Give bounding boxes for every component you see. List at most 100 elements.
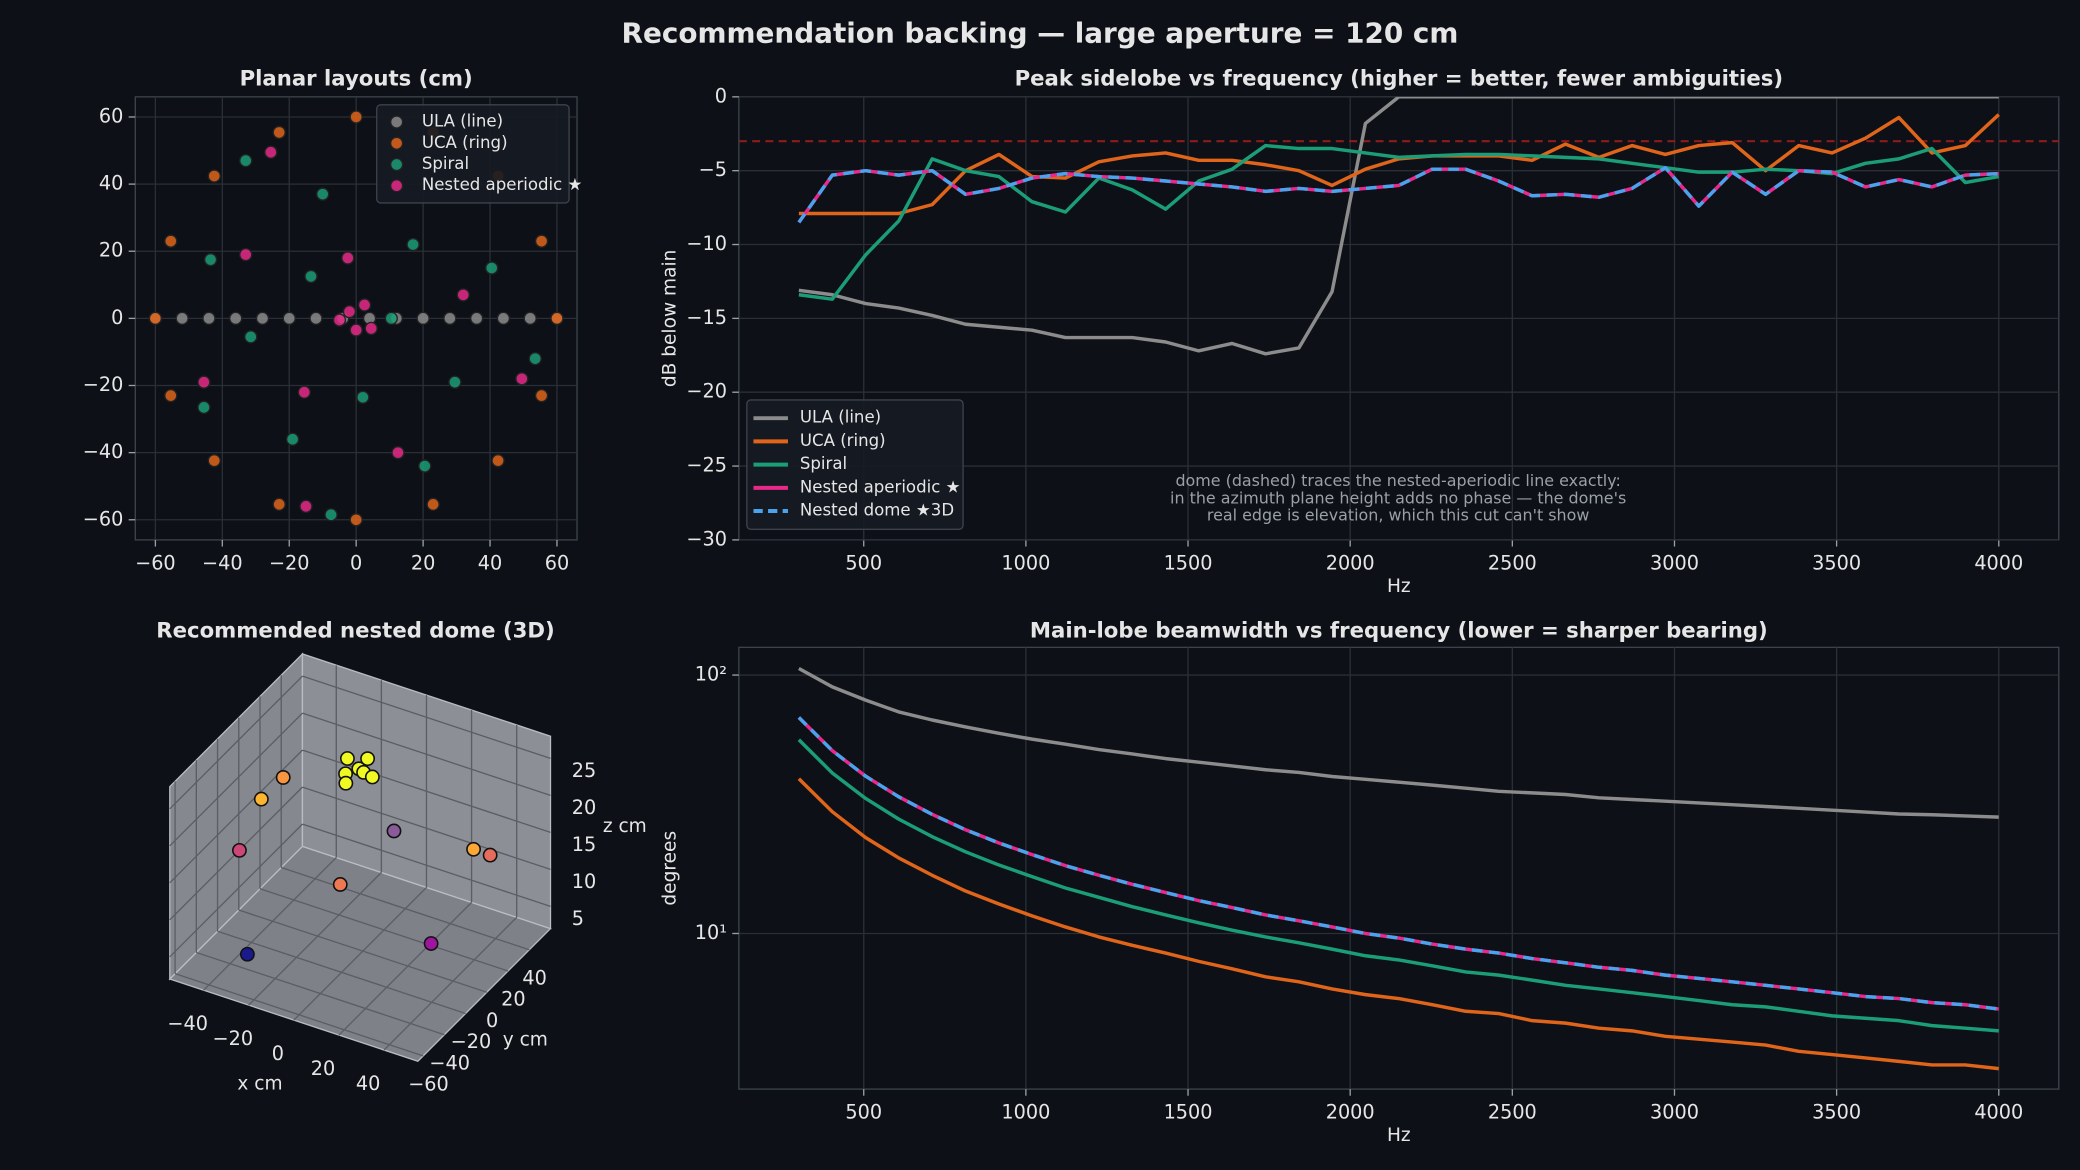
- y-tick-label: 20: [99, 239, 123, 262]
- point: [202, 311, 216, 325]
- x-axis-label: Hz: [1387, 576, 1411, 597]
- plot-area: [738, 646, 2060, 1090]
- grid-line: [174, 973, 424, 1057]
- grid-line: [196, 951, 445, 1036]
- grid-line: [293, 886, 427, 1021]
- z-tick-label: 25: [572, 759, 596, 782]
- x-tick-label: 2500: [1488, 1100, 1537, 1123]
- legend-label: UCA (ring): [422, 133, 508, 152]
- z-tick-label: 20: [572, 796, 596, 819]
- legend-label: ULA (line): [422, 112, 503, 131]
- legend-marker: [389, 115, 404, 129]
- y-tick-label: 0: [486, 1009, 498, 1032]
- x-tick-label: 20: [311, 1057, 335, 1080]
- x-tick-label: −20: [269, 551, 310, 574]
- y-tick-label: −5: [699, 158, 727, 181]
- y-tick-label: −20: [451, 1030, 492, 1053]
- point: [338, 775, 354, 791]
- legend-label: Nested dome ★3D: [800, 501, 954, 520]
- legend-marker: [389, 157, 404, 172]
- plot-lines: [797, 667, 1999, 1071]
- x-tick-label: 2000: [1326, 1100, 1375, 1123]
- point: [456, 288, 470, 302]
- grid-line: [338, 901, 473, 1036]
- y-tick-label: −25: [686, 454, 727, 477]
- z-tick-label: 5: [572, 907, 584, 930]
- point: [534, 234, 549, 248]
- point: [426, 497, 440, 511]
- point: [443, 311, 457, 325]
- point: [309, 311, 323, 325]
- y-tick-label: −30: [686, 527, 727, 550]
- x-tick-label: −60: [135, 551, 176, 574]
- point: [203, 252, 218, 267]
- x-tick-label: 40: [356, 1072, 380, 1095]
- y-tick-label: 10²: [695, 663, 727, 686]
- panel: 500 1000 1500 2000 2500 3000 3500 4000 10¹ 10² Mai…: [659, 618, 2060, 1146]
- point: [391, 445, 405, 460]
- annotation: dome (dashed) traces the nested-aperiodi…: [1175, 471, 1620, 490]
- series-line: [797, 166, 1999, 224]
- x-tick-label: 0: [350, 551, 362, 574]
- y-tick-label: −60: [83, 507, 124, 530]
- y-tick-label: 20: [501, 988, 525, 1011]
- point: [384, 311, 398, 325]
- point: [239, 153, 253, 168]
- legend-label: Nested aperiodic ★: [422, 175, 583, 194]
- point: [339, 751, 355, 766]
- x-tick-label: 1500: [1164, 1100, 1213, 1123]
- point: [207, 169, 221, 183]
- x-axis-label: Hz: [1387, 1125, 1411, 1146]
- series-line: [797, 777, 1999, 1071]
- point: [482, 847, 498, 863]
- point: [349, 110, 363, 124]
- grid-line: [383, 916, 518, 1051]
- point: [197, 375, 211, 389]
- point: [515, 372, 529, 386]
- point: [448, 375, 462, 389]
- legend-label: Nested aperiodic ★: [800, 477, 961, 496]
- y-tick-label: 0: [715, 84, 727, 107]
- x-tick-label: 3000: [1650, 1100, 1699, 1123]
- x-tick-label: 4000: [1974, 551, 2023, 574]
- legend-label: Spiral: [800, 454, 847, 473]
- annotation: in the azimuth plane height adds no phas…: [1170, 488, 1626, 507]
- point: [386, 823, 402, 839]
- x-tick-label: 3500: [1812, 551, 1861, 574]
- grid-line: [259, 888, 509, 972]
- point: [364, 769, 380, 785]
- panel-title: Recommended nested dome (3D): [156, 618, 554, 643]
- point: [360, 751, 376, 767]
- panel-title: Peak sidelobe vs frequency (higher = bet…: [1015, 67, 1783, 92]
- point: [349, 513, 363, 527]
- plot-lines: [738, 96, 2059, 356]
- point: [264, 145, 278, 159]
- point: [491, 454, 505, 468]
- point: [275, 770, 291, 785]
- series-line: [797, 738, 1999, 1033]
- point: [164, 388, 178, 403]
- annotation: real edge is elevation, which this cut c…: [1207, 506, 1589, 525]
- panel: 500 1000 1500 2000 2500 3000 3500 4000 −30 −25 −20…: [659, 67, 2060, 597]
- point: [528, 352, 542, 366]
- point: [550, 311, 564, 325]
- y-axis-label: dB below main: [659, 250, 680, 388]
- point: [418, 459, 432, 473]
- point: [244, 330, 258, 344]
- point: [285, 432, 300, 446]
- x-tick-label: −40: [202, 551, 243, 574]
- point: [341, 251, 355, 265]
- x-tick-label: 500: [845, 551, 882, 574]
- x-tick-label: −40: [167, 1012, 208, 1035]
- y-axis-label: y cm: [503, 1030, 548, 1051]
- x-tick-label: 1500: [1164, 551, 1213, 574]
- point: [416, 311, 430, 325]
- point: [207, 454, 221, 468]
- y-tick-label: −15: [686, 306, 727, 329]
- legend-marker: [389, 179, 404, 193]
- point: [523, 311, 537, 325]
- point: [304, 269, 318, 284]
- point: [342, 305, 357, 319]
- legend-label: UCA (ring): [800, 431, 886, 450]
